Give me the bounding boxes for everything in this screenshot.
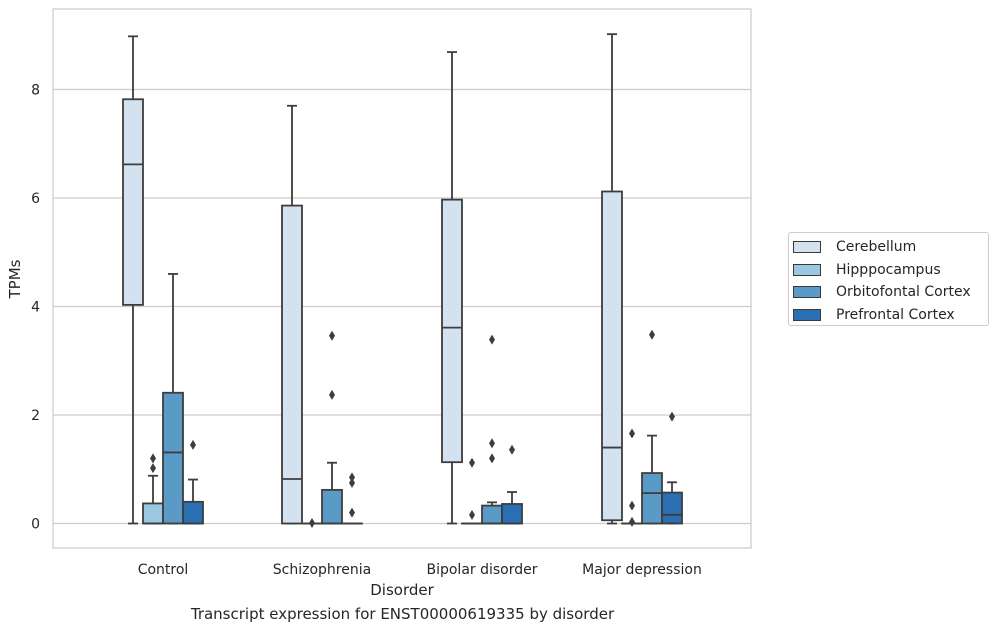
x-tick-label: Major depression: [582, 562, 702, 578]
box-0-0: [122, 35, 144, 525]
grid-lines: [53, 88, 751, 525]
box-iqr: [641, 472, 663, 525]
box-iqr: [601, 190, 623, 522]
y-tick-label: 0: [31, 517, 40, 533]
outlier-point: [489, 453, 495, 464]
y-tick-label: 8: [31, 83, 40, 99]
series-prefrontal-cortex: [182, 411, 683, 525]
x-tick-label: Schizophrenia: [273, 562, 371, 578]
outlier-point: [190, 439, 196, 450]
legend-label: Prefrontal Cortex: [836, 306, 955, 323]
box-3-2: [501, 444, 523, 525]
chart-caption: Transcript expression for ENST0000061933…: [190, 605, 615, 623]
legend-item: Prefrontal Cortex: [789, 304, 988, 327]
y-axis-label: TPMs: [6, 259, 24, 299]
y-tick-labels: 0 2 4 6 8: [31, 83, 40, 533]
box-iqr: [321, 488, 343, 525]
legend-item: Cerebellum: [789, 236, 988, 259]
box-iqr: [142, 502, 164, 525]
box-1-3: [621, 428, 643, 527]
box-1-0: [142, 453, 164, 525]
box-iqr: [481, 504, 503, 525]
legend-item: Hipppocampus: [789, 259, 988, 282]
outlier-point: [469, 457, 475, 468]
legend-label: Hipppocampus: [836, 261, 941, 278]
plot-frame: [52, 8, 752, 549]
x-tick-label: Bipolar disorder: [426, 562, 537, 578]
legend-swatch: [793, 263, 821, 276]
outlier-point: [329, 389, 335, 400]
box-1-2: [461, 457, 483, 525]
box-0-1: [281, 104, 303, 525]
outlier-point: [309, 517, 315, 528]
box-2-2: [481, 334, 503, 525]
y-tick-label: 4: [31, 300, 40, 316]
x-axis-label: Disorder: [370, 581, 434, 599]
box-3-3: [661, 411, 683, 525]
box-iqr: [162, 391, 184, 525]
outlier-point: [489, 438, 495, 449]
outlier-point: [629, 428, 635, 439]
series-orbitofontal-cortex: [162, 273, 663, 525]
box-3-0: [182, 439, 204, 525]
outlier-point: [349, 477, 355, 488]
outlier-point: [489, 334, 495, 345]
box-2-1: [321, 330, 343, 525]
box-3-1: [341, 472, 363, 525]
y-tick-label: 6: [31, 191, 40, 207]
box-iqr: [281, 204, 303, 525]
box-iqr: [122, 98, 144, 306]
outlier-point: [150, 453, 156, 464]
box-0-3: [601, 33, 623, 525]
legend-label: Orbitofontal Cortex: [836, 284, 971, 301]
box-0-2: [441, 51, 463, 525]
box-1-1: [301, 517, 323, 528]
outlier-point: [349, 472, 355, 483]
series-cerebellum: [122, 33, 623, 525]
y-tick-label: 2: [31, 408, 40, 424]
legend-swatch: [793, 241, 821, 254]
outlier-point: [649, 329, 655, 340]
box-iqr: [661, 491, 683, 525]
box-iqr: [182, 500, 204, 525]
box-series: [122, 33, 683, 528]
outlier-point: [629, 500, 635, 511]
series-hipppocampus: [142, 428, 643, 528]
outlier-point: [150, 463, 156, 474]
outlier-point: [629, 516, 635, 527]
box-2-0: [162, 273, 184, 525]
box-iqr: [501, 503, 523, 525]
legend-swatch: [793, 308, 821, 321]
box-iqr: [441, 198, 463, 464]
x-tick-labels: Control Schizophrenia Bipolar disorder Majo…: [138, 562, 702, 578]
outlier-point: [669, 411, 675, 422]
legend-item: Orbitofontal Cortex: [789, 281, 988, 304]
outlier-point: [509, 444, 515, 455]
legend-swatch: [793, 286, 821, 299]
outlier-point: [349, 507, 355, 518]
box-2-3: [641, 329, 663, 525]
legend-label: Cerebellum: [836, 239, 917, 256]
x-tick-label: Control: [138, 562, 189, 578]
outlier-point: [329, 330, 335, 341]
legend: Cerebellum Hipppocampus Orbitofontal Corte…: [788, 232, 989, 326]
outlier-point: [469, 509, 475, 520]
